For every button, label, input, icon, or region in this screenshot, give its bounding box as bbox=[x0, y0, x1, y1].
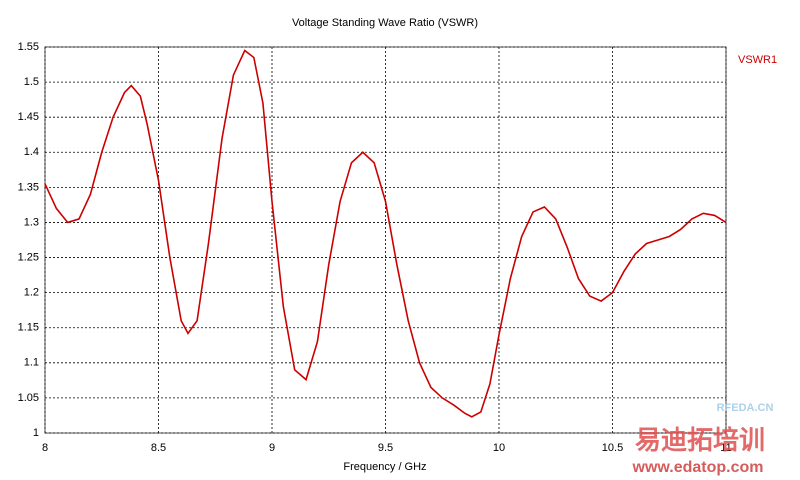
y-tick-label: 1.5 bbox=[24, 76, 39, 88]
x-tick-label: 10.5 bbox=[602, 442, 623, 454]
y-tick-label: 1.2 bbox=[24, 287, 39, 299]
y-tick-label: 1.1 bbox=[24, 357, 39, 369]
y-tick-label: 1 bbox=[33, 427, 39, 439]
y-tick-label: 1.05 bbox=[18, 392, 39, 404]
x-tick-label: 9.5 bbox=[378, 442, 393, 454]
legend-label: VSWR1 bbox=[738, 54, 777, 66]
x-axis-label: Frequency / GHz bbox=[343, 461, 426, 473]
x-tick-label: 10 bbox=[493, 442, 505, 454]
watermark: www.edatop.com bbox=[632, 459, 764, 476]
x-tick-label: 8 bbox=[42, 442, 48, 454]
watermark: 易迪拓培训 bbox=[635, 425, 765, 455]
line-series bbox=[44, 49, 727, 418]
x-tick-label: 11 bbox=[720, 442, 731, 454]
y-tick-label: 1.3 bbox=[24, 216, 39, 228]
x-tick-label: 8.5 bbox=[151, 442, 166, 454]
y-tick-label: 1.25 bbox=[18, 251, 39, 263]
y-tick-label: 1.15 bbox=[18, 322, 39, 334]
y-tick-label: 1.45 bbox=[18, 111, 39, 123]
y-tick-label: 1.35 bbox=[18, 181, 39, 193]
y-tick-label: 1.55 bbox=[18, 41, 39, 53]
x-tick-label: 9 bbox=[269, 442, 275, 454]
y-tick-label: 1.4 bbox=[24, 146, 39, 158]
watermark: RFEDA.CN bbox=[717, 402, 774, 414]
chart-title: Voltage Standing Wave Ratio (VSWR) bbox=[292, 17, 478, 29]
